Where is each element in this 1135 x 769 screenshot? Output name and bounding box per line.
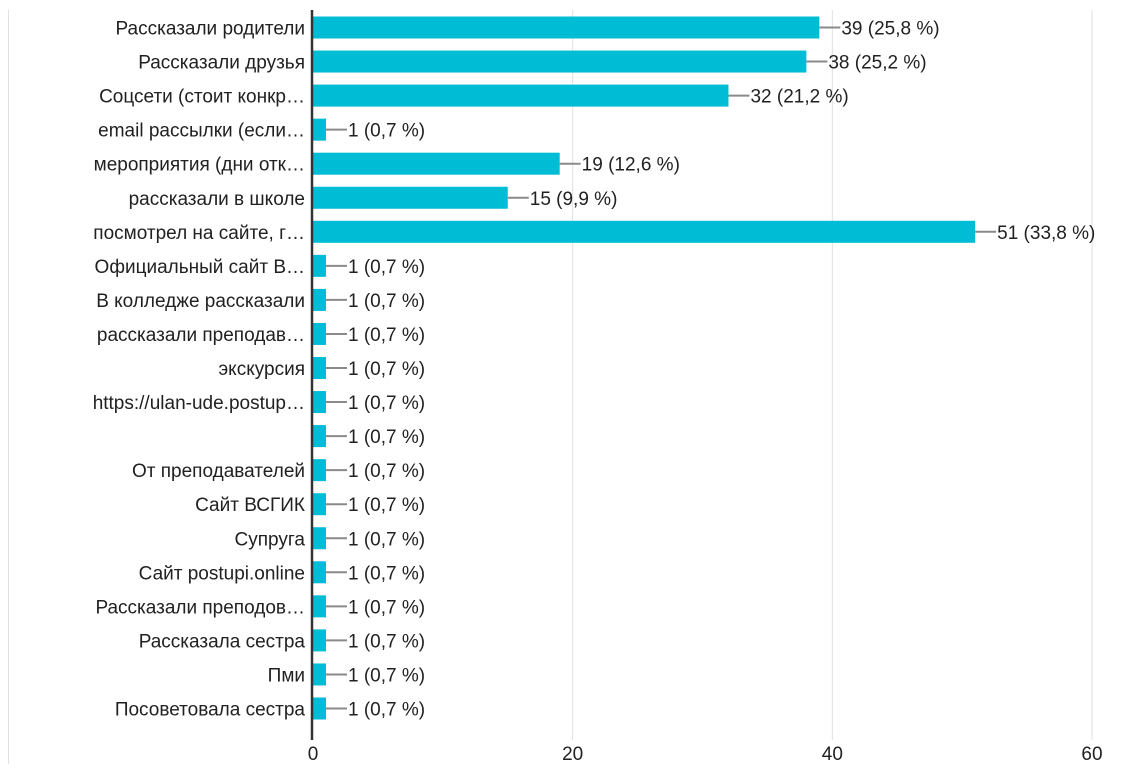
data-label: 15 (9,9 %) [530,189,618,210]
bar [313,459,326,482]
data-label: 39 (25,8 %) [841,19,939,40]
category-label: экскурсия [218,359,305,380]
category-label: В колледже рассказали [96,291,305,312]
bar [313,697,326,720]
data-label: 19 (12,6 %) [582,155,680,176]
category-label: https://ulan-ude.postup… [93,393,305,414]
data-label: 1 (0,7 %) [348,563,425,584]
category-label: Пми [268,665,305,686]
bar [313,84,729,107]
category-label: Официальный сайт В… [95,257,305,278]
category-label: Сайт postupi.online [139,563,305,584]
bar [313,663,326,686]
x-tick-label: 40 [822,744,843,764]
category-label: Посоветовала сестра [115,700,306,721]
data-label: 1 (0,7 %) [348,121,425,142]
bar [313,322,326,345]
bar [313,391,326,414]
bar [313,425,326,448]
bar [313,629,326,652]
bar [313,254,326,277]
bar [313,186,508,209]
data-label: 1 (0,7 %) [348,291,425,312]
bar [313,152,560,175]
bar [313,561,326,584]
bar [313,357,326,379]
data-label: 1 (0,7 %) [348,665,425,686]
category-label: Рассказали друзья [138,53,305,74]
category-label: посмотрел на сайте, г… [93,223,305,244]
data-label: 1 (0,7 %) [348,700,425,721]
category-label: рассказали в школе [129,189,305,210]
category-label: мероприятия (дни отк… [94,155,305,176]
x-tick-label: 20 [562,744,583,764]
bar [313,595,326,618]
data-label: 1 (0,7 %) [348,597,425,618]
data-label: 1 (0,7 %) [348,325,425,346]
category-label: Рассказали преподов… [95,597,305,618]
bars [313,16,997,720]
bar [313,220,976,243]
category-label: От преподавателей [132,461,305,482]
category-label: email рассылки (если… [98,121,305,142]
data-label: 1 (0,7 %) [348,631,425,652]
x-tick-label: 0 [308,744,319,764]
data-label: 1 (0,7 %) [348,393,425,414]
bar [313,527,326,550]
category-label: Рассказала сестра [139,631,306,652]
data-label: 1 (0,7 %) [348,461,425,482]
category-label: Сайт ВСГИК [195,495,305,516]
category-label: Рассказали родители [116,19,306,40]
gridlines [8,10,1093,764]
data-label: 32 (21,2 %) [750,87,848,108]
data-label: 1 (0,7 %) [348,495,425,516]
data-label: 1 (0,7 %) [348,359,425,380]
data-label: 1 (0,7 %) [348,257,425,278]
data-label: 38 (25,2 %) [828,53,926,74]
x-tick-label: 60 [1081,744,1102,764]
bar [313,16,820,39]
bar [313,118,326,141]
category-label: рассказали преподав… [97,325,305,346]
category-label: Супруга [235,529,306,550]
bar [313,493,326,516]
labels: 0 20 40 60 39 (25,8 %) Рассказали родители 38 … [93,19,1103,766]
bar [313,50,807,73]
data-label: 51 (33,8 %) [997,223,1095,244]
data-label: 1 (0,7 %) [348,529,425,550]
data-label: 1 (0,7 %) [348,427,425,448]
category-label: Соцсети (стоит конкр… [99,87,305,108]
bar [313,288,326,311]
